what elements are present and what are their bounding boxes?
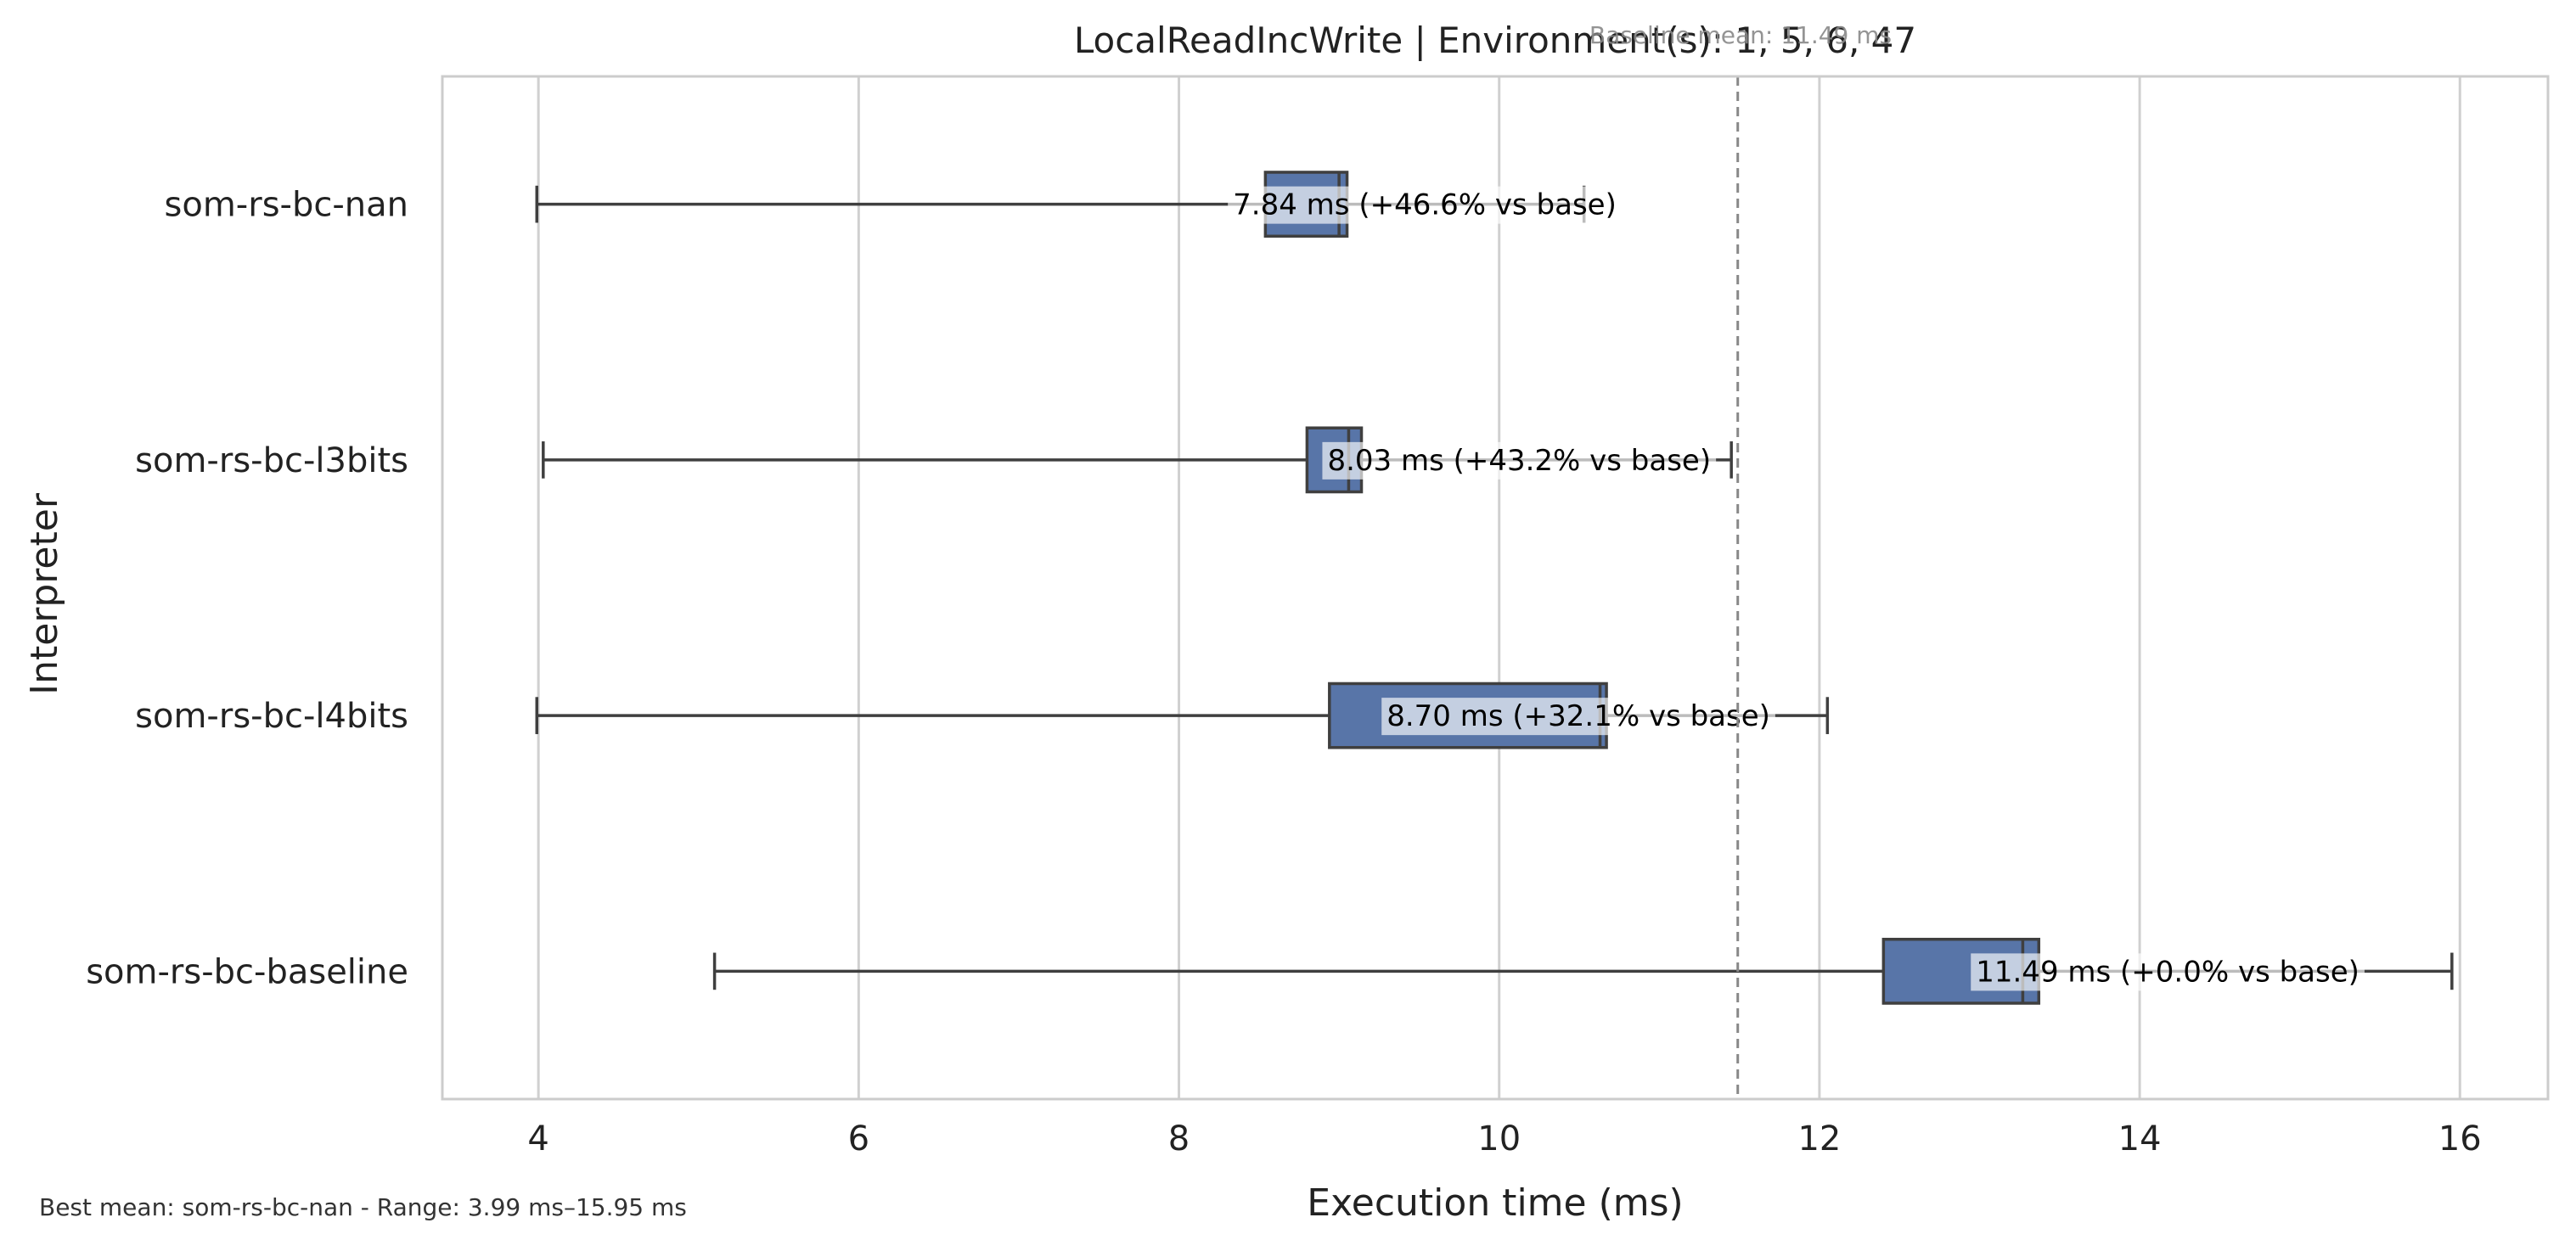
footer-note: Best mean: som-rs-bc-nan - Range: 3.99 m…: [39, 1193, 687, 1221]
data-labels: 7.84 ms (+46.6% vs base) 8.03 ms (+43.2% …: [1228, 186, 2365, 991]
data-label-bg: [1322, 441, 1717, 480]
box-plots: [535, 171, 2454, 1005]
x-axis-label: Execution time (ms): [1307, 1181, 1683, 1225]
data-label: 8.03 ms (+43.2% vs base): [1327, 444, 1711, 478]
data-label: 8.70 ms (+32.1% vs base): [1386, 699, 1770, 733]
data-label-bg: [1381, 698, 1775, 736]
x-tick-label: 16: [2438, 1119, 2482, 1158]
data-label-bg: [1971, 953, 2365, 991]
x-tick-label: 12: [1797, 1119, 1841, 1158]
x-tick-label: 6: [848, 1119, 869, 1158]
baseline-label: Baseline mean: 11.49 ms: [1589, 21, 1892, 49]
y-tick-label: som-rs-bc-l3bits: [135, 441, 408, 480]
x-tick-label: 14: [2118, 1119, 2162, 1158]
data-label: 11.49 ms (+0.0% vs base): [1976, 955, 2359, 989]
data-label-bg: [1228, 186, 1622, 224]
data-label: 7.84 ms (+46.6% vs base): [1233, 188, 1617, 222]
x-tick-label: 10: [1477, 1119, 1521, 1158]
axes: 4 6 8 10 12 14 16 som-rs-bc-nan som-rs-bc-l3bits…: [86, 186, 2482, 1158]
y-axis-label: Interpreter: [23, 492, 66, 695]
y-tick-label: som-rs-bc-l4bits: [135, 697, 408, 736]
chart-title: LocalReadIncWrite | Environment(s): 1, 5…: [1074, 20, 1916, 61]
box: [1881, 937, 2041, 1005]
y-tick-label: som-rs-bc-baseline: [86, 952, 408, 991]
plot-frame: [441, 75, 2550, 1101]
grid-lines: [537, 76, 2461, 1099]
y-tick-label: som-rs-bc-nan: [165, 186, 408, 225]
x-tick-label: 8: [1168, 1119, 1190, 1158]
x-tick-label: 4: [527, 1119, 548, 1158]
